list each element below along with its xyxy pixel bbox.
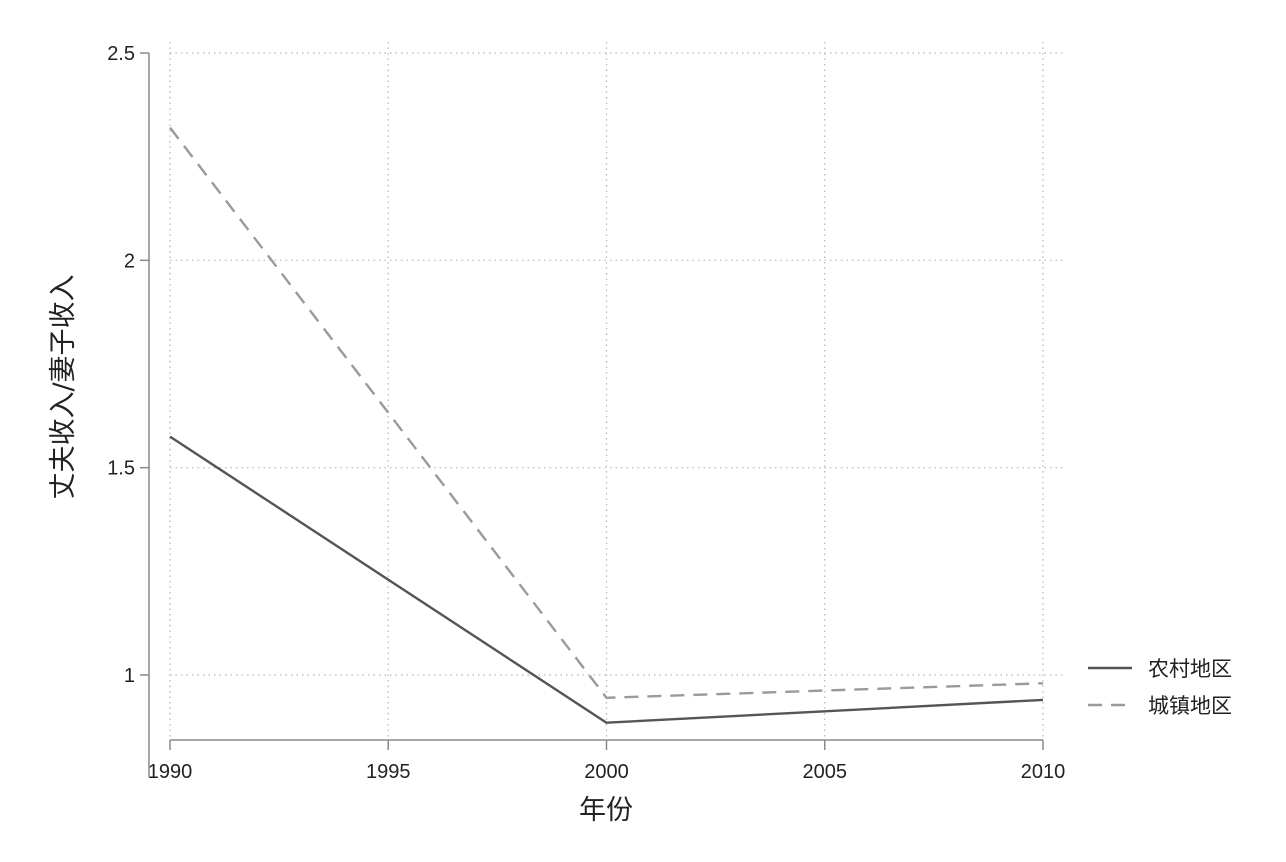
series [169, 126, 1044, 724]
axes: 1 1.5 2 2.5 1990 1995 2000 2005 2010 [107, 43, 1065, 783]
x-tick-label: 1990 [148, 761, 193, 783]
x-tick-label: 2005 [803, 761, 848, 783]
y-tick-label: 1.5 [107, 458, 135, 480]
x-tick-label: 2010 [1021, 761, 1066, 783]
legend-label: 城镇地区 [1148, 694, 1232, 718]
series-line-1 [169, 435, 1044, 724]
x-tick-label: 2000 [584, 761, 629, 783]
y-tick-label: 2.5 [107, 43, 135, 65]
y-axis-title: 丈夫收入/妻子收入 [48, 274, 79, 499]
y-tick-label: 2 [124, 250, 135, 272]
x-tick-label: 1995 [366, 761, 411, 783]
series-line-2 [169, 126, 1044, 699]
y-tick-label: 1 [124, 665, 135, 687]
grid [169, 42, 1065, 740]
legend-label: 农村地区 [1148, 657, 1232, 681]
x-axis-title: 年份 [579, 795, 633, 826]
